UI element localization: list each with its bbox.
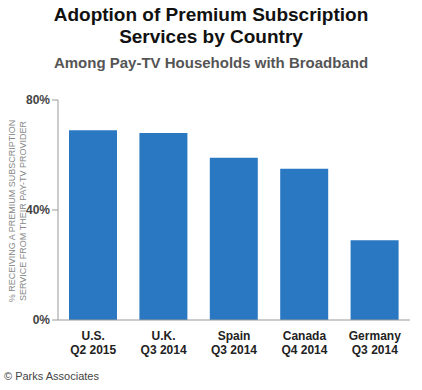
html-text:% RECEIVING A PREMIUM SUBSCRIP: % RECEIVING A PREMIUM SUBSCRIPTION SERVI…: [6, 119, 27, 303]
svg-text:GermanyQ3 2014: GermanyQ3 2014: [349, 329, 401, 357]
html-text:© Parks Associates: © Parks Associates: [4, 370, 99, 382]
svg-text:40%: 40%: [26, 203, 50, 217]
html-text:Adoption of Premium Subscripti: Adoption of Premium Subscription Service…: [53, 4, 369, 47]
svg-text:U.K.Q3 2014: U.K.Q3 2014: [141, 329, 187, 357]
svg-text:CanadaQ4 2014: CanadaQ4 2014: [281, 329, 327, 357]
html-text:Among Pay-TV Households with B: Among Pay-TV Households with Broadband: [53, 54, 369, 71]
svg-text:80%: 80%: [26, 93, 50, 107]
svg-text:U.S.Q2 2015: U.S.Q2 2015: [70, 329, 116, 357]
svg-text:SpainQ3 2014: SpainQ3 2014: [211, 329, 257, 357]
svg-text:0%: 0%: [33, 313, 51, 327]
